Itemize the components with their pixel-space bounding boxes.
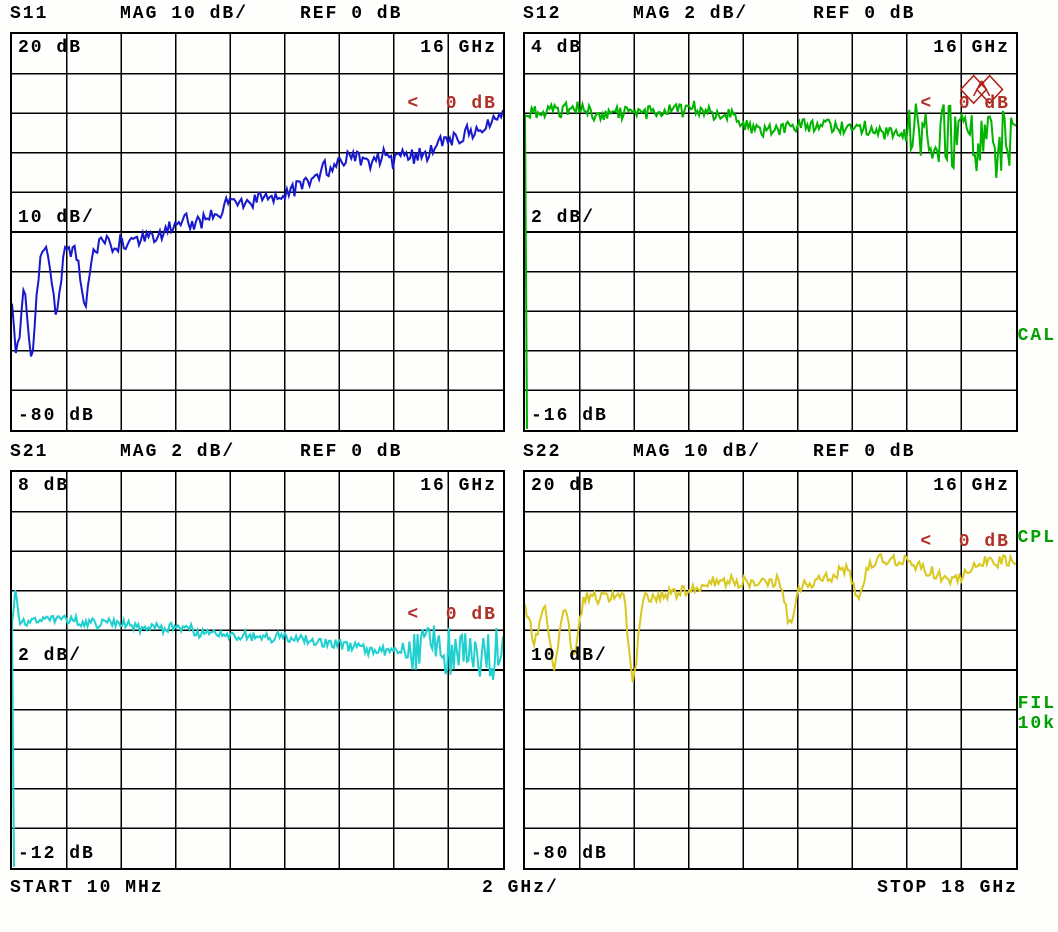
mag-label: MAG 2 dB/ (120, 442, 300, 462)
plot-canvas-s21 (12, 472, 503, 868)
ylabel-div: 10 dB/ (18, 208, 95, 228)
plot-frame-s21: 8 dB 16 GHz 2 dB/ -12 dB < 0 dB (10, 470, 505, 870)
ref-label: REF 0 dB (300, 442, 450, 462)
panel-s21: S21 MAG 2 dB/ REF 0 dB 8 dB 16 GHz 2 dB/… (10, 464, 505, 870)
panel-header: S12 MAG 2 dB/ REF 0 dB (523, 2, 1018, 24)
mag-label: MAG 10 dB/ (633, 442, 813, 462)
ylabel-div: 10 dB/ (531, 646, 608, 666)
ref-label: REF 0 dB (813, 4, 963, 24)
mag-label: MAG 10 dB/ (120, 4, 300, 24)
panel-header: S11 MAG 10 dB/ REF 0 dB (10, 2, 505, 24)
plot-frame-s11: 20 dB 16 GHz 10 dB/ -80 dB < 0 dB (10, 32, 505, 432)
ref-marker: < 0 dB (920, 94, 1010, 114)
panel-header: S21 MAG 2 dB/ REF 0 dB (10, 440, 505, 462)
ylabel-top: 20 dB (531, 476, 595, 496)
ylabel-top: 8 dB (18, 476, 69, 496)
plot-grid: S11 MAG 10 dB/ REF 0 dB 20 dB 16 GHz 10 … (10, 26, 1018, 870)
xlabel-top: 16 GHz (420, 38, 497, 58)
ylabel-bot: -80 dB (18, 406, 95, 426)
ylabel-div: 2 dB/ (18, 646, 82, 666)
ylabel-bot: -12 dB (18, 844, 95, 864)
param-label: S21 (10, 442, 120, 462)
mag-label: MAG 2 dB/ (633, 4, 813, 24)
ref-marker: < 0 dB (407, 605, 497, 625)
x-axis-footer: START 10 MHz 2 GHz/ STOP 18 GHz (10, 878, 1018, 898)
ylabel-top: 20 dB (18, 38, 82, 58)
panel-s11: S11 MAG 10 dB/ REF 0 dB 20 dB 16 GHz 10 … (10, 26, 505, 432)
panel-s12: S12 MAG 2 dB/ REF 0 dB 4 dB 16 GHz 2 dB/… (523, 26, 1018, 432)
plot-frame-s22: 20 dB 16 GHz 10 dB/ -80 dB < 0 dB (523, 470, 1018, 870)
param-label: S11 (10, 4, 120, 24)
xlabel-top: 16 GHz (933, 38, 1010, 58)
status-label: FIL10k (1018, 694, 1056, 734)
start-freq-label: START 10 MHz (10, 878, 164, 898)
ylabel-div: 2 dB/ (531, 208, 595, 228)
freq-per-div-label: 2 GHz/ (482, 878, 559, 898)
ref-label: REF 0 dB (813, 442, 963, 462)
stop-freq-label: STOP 18 GHz (877, 878, 1018, 898)
panel-s22: S22 MAG 10 dB/ REF 0 dB 20 dB 16 GHz 10 … (523, 464, 1018, 870)
xlabel-top: 16 GHz (933, 476, 1010, 496)
param-label: S12 (523, 4, 633, 24)
ref-marker: < 0 dB (920, 532, 1010, 552)
ref-label: REF 0 dB (300, 4, 450, 24)
status-label: CPL (1018, 528, 1056, 548)
ylabel-top: 4 dB (531, 38, 582, 58)
status-label: CAL (1018, 326, 1056, 346)
param-label: S22 (523, 442, 633, 462)
ylabel-bot: -80 dB (531, 844, 608, 864)
vna-4param-display: S11 MAG 10 dB/ REF 0 dB 20 dB 16 GHz 10 … (0, 0, 1058, 932)
xlabel-top: 16 GHz (420, 476, 497, 496)
ylabel-bot: -16 dB (531, 406, 608, 426)
ref-marker: < 0 dB (407, 94, 497, 114)
panel-header: S22 MAG 10 dB/ REF 0 dB (523, 440, 1018, 462)
plot-frame-s12: 4 dB 16 GHz 2 dB/ -16 dB < 0 dB (523, 32, 1018, 432)
